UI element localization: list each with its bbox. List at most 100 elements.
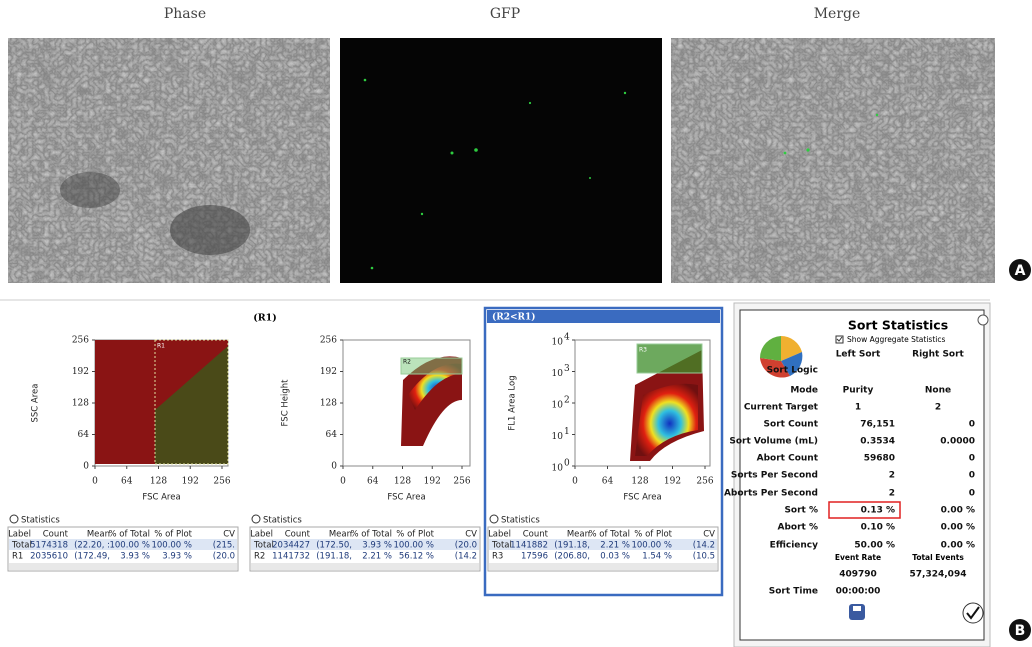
- figure: Phase GFP Merge A B (R1) (R2<R1) R106412…: [0, 0, 1032, 647]
- right-value: 0.0000: [940, 437, 975, 447]
- column-header: % of Plot: [396, 530, 434, 540]
- row-label: Sort Volume (mL): [729, 437, 818, 447]
- y-tick-exponent: 1: [564, 427, 570, 437]
- y-tick-label: 10: [552, 464, 564, 474]
- stats-heading: Statistics: [21, 516, 60, 526]
- x-tick-label: 192: [424, 477, 441, 487]
- y-tick-label: 192: [72, 367, 89, 377]
- x-axis-label: FSC Area: [142, 493, 180, 503]
- row-label: Current Target: [744, 403, 819, 413]
- row-label: Sort %: [784, 506, 818, 516]
- x-tick-label: 0: [572, 477, 578, 487]
- left-value: 50.00 %: [854, 541, 895, 551]
- table-cell: (206.80,: [554, 552, 590, 562]
- x-tick-label: 192: [182, 477, 199, 487]
- y-tick-label: 192: [320, 367, 337, 377]
- table-cell: R2: [254, 552, 265, 562]
- row-label: Aborts Per Second: [724, 489, 818, 499]
- x-tick-label: 128: [150, 477, 167, 487]
- right-value: 0: [969, 471, 975, 481]
- column-header: Label: [250, 530, 273, 540]
- gate-label: R1: [157, 343, 165, 350]
- column-header: Mean: [87, 530, 110, 540]
- x-tick-label: 256: [213, 477, 230, 487]
- y-tick-label: 128: [72, 399, 89, 409]
- table-cell: 100.00 %: [109, 541, 150, 551]
- confirm-button[interactable]: [963, 603, 983, 623]
- table-cell: 0.03 %: [600, 552, 630, 562]
- x-tick-label: 64: [121, 477, 133, 487]
- table-cell: (172.49,: [74, 552, 110, 562]
- right-value: None: [925, 386, 951, 396]
- row-label: Abort Count: [757, 454, 819, 464]
- plots: R1064128192256256192128640FSC AreaSSC Ar…: [8, 333, 718, 572]
- y-tick-exponent: 4: [564, 333, 570, 343]
- checkbox-label[interactable]: Show Aggregate Statistics: [847, 335, 945, 344]
- scrollbar: [251, 563, 479, 570]
- table-cell: (172.50,: [316, 541, 352, 551]
- plot-title: (R1): [253, 313, 277, 324]
- column-header: Count: [285, 530, 311, 540]
- y-tick-label: 64: [78, 430, 90, 440]
- right-value: 2: [935, 403, 941, 413]
- x-tick-label: 64: [367, 477, 379, 487]
- event-rate-value: 409790: [839, 570, 877, 580]
- right-value: 0.00 %: [941, 506, 975, 516]
- left-value: 2: [889, 471, 895, 481]
- merge-texture: [671, 38, 995, 283]
- collapse-button[interactable]: [252, 515, 260, 523]
- right-value: 0: [969, 420, 975, 430]
- right-value: 0.00 %: [941, 523, 975, 533]
- panel-letter: B: [1015, 623, 1026, 639]
- gfp-image: [340, 38, 662, 283]
- left-value: Purity: [843, 386, 874, 396]
- scrollbar: [9, 563, 237, 570]
- y-tick-label: 128: [320, 399, 337, 409]
- image-label: Merge: [814, 6, 861, 22]
- x-tick-label: 0: [92, 477, 98, 487]
- table-cell: R3: [492, 552, 503, 562]
- table-cell: (20.0: [455, 541, 477, 551]
- row-label: Mode: [790, 386, 818, 396]
- left-value: 76,151: [860, 420, 895, 430]
- x-axis-label: FSC Area: [623, 493, 661, 503]
- y-tick-label: 0: [83, 462, 89, 472]
- sort-title: Sort Statistics: [848, 318, 948, 333]
- image-label: Phase: [164, 6, 206, 22]
- sort-time-value: 00:00:00: [836, 587, 881, 597]
- table-cell: (10.5: [693, 552, 715, 562]
- table-cell: 5174318: [30, 541, 68, 551]
- table-cell: 17596: [521, 552, 548, 562]
- collapse-button[interactable]: [10, 515, 18, 523]
- table-cell: Total: [491, 541, 512, 551]
- x-tick-label: 128: [394, 477, 411, 487]
- column-header: Left Sort: [836, 350, 881, 360]
- expand-button[interactable]: [978, 315, 988, 325]
- y-tick-exponent: 3: [564, 364, 570, 374]
- table-cell: 3.93 %: [120, 552, 150, 562]
- row-label: Sort Count: [764, 420, 819, 430]
- table-cell: R1: [12, 552, 23, 562]
- page: Phase GFP Merge A B (R1) (R2<R1) R106412…: [0, 0, 1032, 647]
- table-cell: (191.18,: [554, 541, 590, 551]
- x-tick-label: 256: [453, 477, 470, 487]
- table-cell: 2.21 %: [362, 552, 392, 562]
- phase-texture: [8, 38, 330, 283]
- table-cell: 3.93 %: [162, 552, 192, 562]
- table-cell: 2035610: [30, 552, 68, 562]
- row-label: Abort %: [778, 523, 818, 533]
- table-cell: 3.93 %: [362, 541, 392, 551]
- left-value: 0.3534: [860, 437, 895, 447]
- table-cell: Total: [253, 541, 274, 551]
- total-events-label: Total Events: [912, 553, 964, 562]
- column-header: Count: [43, 530, 69, 540]
- collapse-button[interactable]: [490, 515, 498, 523]
- y-tick-label: 10: [552, 432, 564, 442]
- table-cell: 1.54 %: [642, 552, 672, 562]
- sort-time-label: Sort Time: [769, 587, 818, 597]
- left-value: 1: [855, 403, 861, 413]
- column-header: % of Total: [350, 530, 392, 540]
- column-header: Mean: [329, 530, 352, 540]
- y-tick-label: 10: [552, 401, 564, 411]
- table-cell: Total: [11, 541, 32, 551]
